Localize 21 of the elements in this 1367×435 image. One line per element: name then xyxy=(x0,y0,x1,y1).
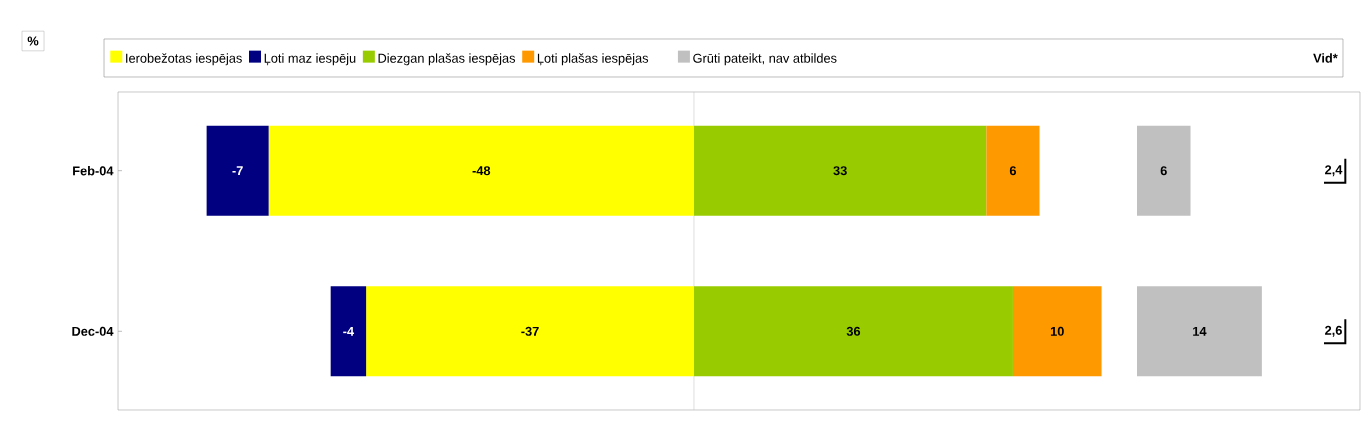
x-axis-title: % xyxy=(27,36,39,46)
data-label: -48 xyxy=(472,166,491,176)
data-label: 36 xyxy=(846,326,861,336)
legend-label: Diezgan plašas iespējas xyxy=(378,53,516,66)
legend-label: Ļoti plašas iespējas xyxy=(537,53,649,66)
annotation: 2,6 xyxy=(1325,325,1342,337)
y-tick-label: Feb-04 xyxy=(73,166,114,176)
data-label: -4 xyxy=(343,326,355,336)
legend-label: Ļoti maz iespēju xyxy=(264,53,356,66)
data-label: 6 xyxy=(1160,166,1167,176)
data-label: 6 xyxy=(1009,166,1017,176)
legend-label: Grūti pateikt, nav atbildes xyxy=(693,53,837,66)
legend-label: Ierobežotas iespējas xyxy=(126,53,242,66)
data-label: 33 xyxy=(833,166,847,176)
annotation: 2,4 xyxy=(1325,165,1343,177)
data-label: 14 xyxy=(1193,326,1207,336)
data-label: 10 xyxy=(1050,326,1064,336)
data-label: -37 xyxy=(521,326,539,336)
text: Vid* xyxy=(1313,53,1338,63)
data-label: -7 xyxy=(232,166,243,176)
y-tick-label: Dec-04 xyxy=(72,326,114,336)
